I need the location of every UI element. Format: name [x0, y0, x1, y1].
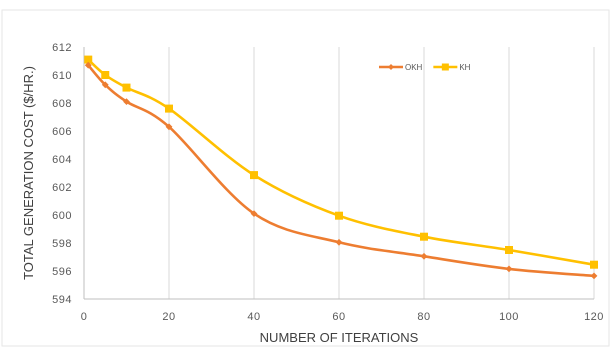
data-point-okh — [250, 210, 258, 217]
legend-marker-okh — [388, 64, 394, 70]
data-point-okh — [165, 123, 173, 131]
x-tick-label: 100 — [499, 311, 519, 323]
x-tick-label: 60 — [332, 311, 345, 323]
legend-marker-kh — [441, 63, 449, 71]
data-point-kh — [420, 232, 428, 241]
series-line-kh — [87, 58, 595, 266]
y-tick-label: 594 — [52, 294, 72, 306]
data-point-okh — [420, 252, 428, 260]
y-tick-label: 602 — [52, 182, 72, 194]
data-point-kh — [101, 71, 110, 79]
x-tick-label: 0 — [81, 311, 88, 323]
y-tick-label: 608 — [52, 98, 72, 110]
legend: OKH KH — [379, 63, 471, 72]
y-axis-title: TOTAL GENERATION COST ($/HR.) — [21, 66, 36, 280]
data-point-kh — [335, 211, 343, 220]
grid — [168, 47, 595, 299]
data-point-kh — [84, 55, 93, 64]
y-tick-label: 610 — [52, 70, 72, 82]
y-tick-label: 600 — [52, 210, 72, 222]
data-point-okh — [590, 272, 598, 280]
x-tick-label: 120 — [584, 311, 604, 323]
y-tick-label: 604 — [52, 154, 72, 166]
data-point-kh — [590, 260, 598, 269]
y-tick-label: 598 — [52, 238, 72, 250]
y-tick-label: 612 — [52, 42, 72, 54]
y-tick-label: 606 — [52, 126, 72, 138]
y-tick-label: 596 — [52, 266, 72, 278]
x-tick-label: 40 — [247, 311, 260, 323]
axes — [83, 47, 594, 300]
data-point-okh — [123, 98, 130, 105]
data-point-kh — [250, 171, 258, 180]
plot-series — [84, 55, 598, 280]
x-axis-title: NUMBER OF ITERATIONS — [260, 330, 419, 345]
x-tick-label: 80 — [417, 311, 430, 323]
chart-area — [1, 9, 610, 347]
tick-labels: 594 596 598 600 602 604 606 608 610 612 0 20 40 60 80 1… — [52, 42, 604, 323]
data-point-okh — [335, 238, 343, 246]
data-point-kh — [505, 246, 513, 254]
data-point-okh — [505, 265, 513, 273]
data-point-okh — [101, 81, 109, 89]
legend-label-okh: OKH — [405, 63, 423, 72]
data-point-kh — [122, 83, 131, 92]
x-tick-label: 20 — [162, 311, 175, 323]
series-line-okh — [87, 64, 595, 278]
legend-label-kh: KH — [459, 63, 470, 72]
data-point-kh — [165, 104, 173, 113]
data-point-okh — [84, 61, 92, 69]
